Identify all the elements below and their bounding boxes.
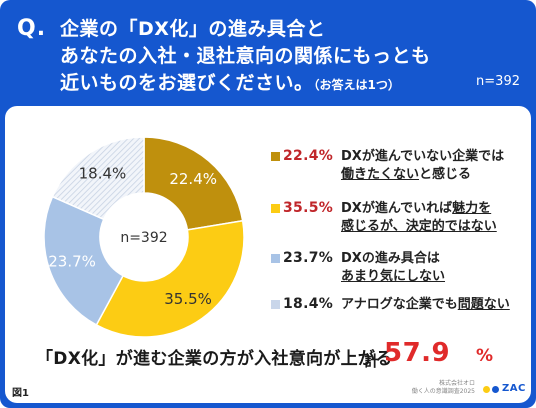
credit-survey: 働く人の意識調査2025 (411, 388, 475, 395)
legend-label: DXが進んでいない企業では 働きたくないと感じる (341, 149, 505, 182)
summary-text: 「DX化」が進む企業の方が入社意向が上がる (36, 349, 393, 369)
question-line-3-text: 近いものをお選びください。 (60, 72, 314, 94)
donut-center-label: n=392 (120, 230, 167, 246)
legend-swatch (271, 254, 280, 263)
donut-slice-3 (43, 195, 125, 326)
slice-label-3: 23.7% (48, 253, 96, 271)
question-note: （お答えは1つ） (313, 78, 400, 92)
question-mark: Q. (17, 16, 47, 41)
question-line-1: 企業の「DX化」の進み具合と (60, 18, 326, 40)
legend-label: DXの進み具合は あまり気にしない (341, 251, 446, 284)
donut-slice-4 (51, 136, 145, 221)
logo-dot-yellow (483, 386, 490, 393)
logo-dot-blue (492, 386, 499, 393)
slice-label-1: 22.4% (169, 170, 217, 188)
legend-percent: 22.4% (283, 148, 334, 164)
credit: 株式会社オロ 働く人の意識調査2025 (403, 380, 475, 396)
figure-label: 図1 (12, 388, 29, 399)
legend-item-4: 18.4% アナログな企業でも問題ない (271, 296, 531, 332)
legend-label: アナログな企業でも問題ない (341, 297, 510, 312)
legend-percent: 23.7% (283, 250, 334, 266)
legend-percent: 35.5% (283, 200, 334, 216)
legend-item-1: 22.4% DXが進んでいない企業では 働きたくないと感じる (271, 148, 531, 184)
slice-label-4: 18.4% (79, 164, 127, 182)
logo-text: ZAC (502, 383, 526, 394)
question-line-2: あなたの入社・退社意向の関係にもっとも (60, 45, 431, 67)
zac-logo: ZAC (480, 383, 530, 396)
legend-percent: 18.4% (283, 296, 334, 312)
legend-item-2: 35.5% DXが進んでいれば魅力を 感じるが、決定的ではない (271, 200, 531, 236)
total-value: 57.9 (384, 338, 451, 368)
legend-swatch (271, 300, 280, 309)
total-unit: % (476, 346, 494, 366)
credit-company: 株式会社オロ (438, 380, 475, 387)
donut-slice-2 (95, 219, 245, 338)
slice-label-2: 35.5% (164, 290, 212, 308)
question-header: Q. 企業の「DX化」の進み具合と あなたの入社・退社意向の関係にもっとも 近い… (0, 0, 536, 100)
sample-size: n=392 (476, 74, 520, 89)
total-label: 計 (364, 352, 380, 370)
legend-swatch (271, 152, 280, 161)
legend-item-3: 23.7% DXの進み具合は あまり気にしない (271, 250, 531, 286)
question-line-3: 近いものをお選びください。（お答えは1つ） (60, 68, 400, 95)
legend-label: DXが進んでいれば魅力を 感じるが、決定的ではない (341, 201, 497, 234)
legend-swatch (271, 204, 280, 213)
donut-slice-1 (143, 136, 244, 231)
